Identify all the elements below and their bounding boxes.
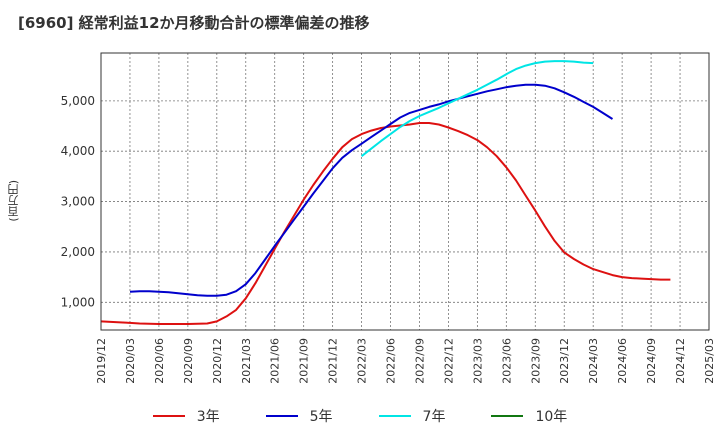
legend-swatch [152, 415, 185, 417]
x-tick-label: 2024/03 [587, 338, 600, 384]
legend-item: 5年 [265, 406, 333, 426]
y-tick-label: 1,000 [61, 295, 95, 309]
grid-lines [100, 53, 710, 330]
x-tick-label: 2019/12 [95, 338, 108, 384]
x-tick-label: 2021/12 [327, 338, 340, 384]
x-tick-label: 2023/12 [558, 338, 571, 384]
x-tick-label: 2020/12 [211, 338, 224, 384]
legend-swatch [265, 415, 298, 417]
x-tick-label: 2023/09 [529, 338, 542, 384]
legend-item: 7年 [378, 406, 446, 426]
series-lines [100, 60, 671, 325]
legend: 3年 5年 7年 10年 [0, 404, 720, 428]
plot-frame [100, 52, 710, 331]
x-tick-label: 2021/06 [269, 338, 282, 384]
x-tick-label: 2021/03 [240, 338, 253, 384]
x-tick-label: 2022/06 [385, 338, 398, 384]
x-tick-label: 2022/03 [356, 338, 369, 384]
legend-item: 3年 [152, 406, 220, 426]
x-tick-label: 2020/09 [182, 338, 195, 384]
legend-label: 5年 [309, 409, 333, 425]
y-tick-label: 2,000 [61, 245, 95, 259]
legend-swatch [491, 415, 524, 417]
x-tick-label: 2020/06 [153, 338, 166, 384]
legend-label: 10年 [535, 409, 568, 425]
x-tick-label: 2022/12 [442, 338, 455, 384]
y-tick-label: 4,000 [61, 144, 95, 158]
legend-swatch [378, 415, 411, 417]
x-tick-label: 2024/06 [616, 338, 629, 384]
y-tick-labels: 1,000 2,000 3,000 4,000 5,000 [61, 94, 95, 309]
legend-label: 7年 [422, 409, 446, 425]
y-tick-label: 3,000 [61, 195, 95, 209]
x-tick-label: 2024/09 [645, 338, 658, 384]
x-tick-label: 2021/09 [298, 338, 311, 384]
x-tick-label: 2023/06 [500, 338, 513, 384]
x-tick-label: 2025/03 [703, 338, 716, 384]
legend-item: 10年 [491, 406, 567, 426]
series-line-5年 [129, 83, 614, 297]
x-tick-label: 2022/09 [413, 338, 426, 384]
chart-title: [6960] 経常利益12か月移動合計の標準偏差の推移 [18, 14, 370, 32]
x-tick-label: 2023/03 [471, 338, 484, 384]
x-tick-label: 2020/03 [124, 338, 137, 384]
x-tick-labels: 2019/12 2020/03 2020/06 2020/09 2020/12 2021/… [95, 338, 716, 384]
series-line-7年 [360, 60, 594, 157]
x-tick-label: 2024/12 [674, 338, 687, 384]
legend-label: 3年 [196, 409, 220, 425]
y-tick-label: 5,000 [61, 94, 95, 108]
